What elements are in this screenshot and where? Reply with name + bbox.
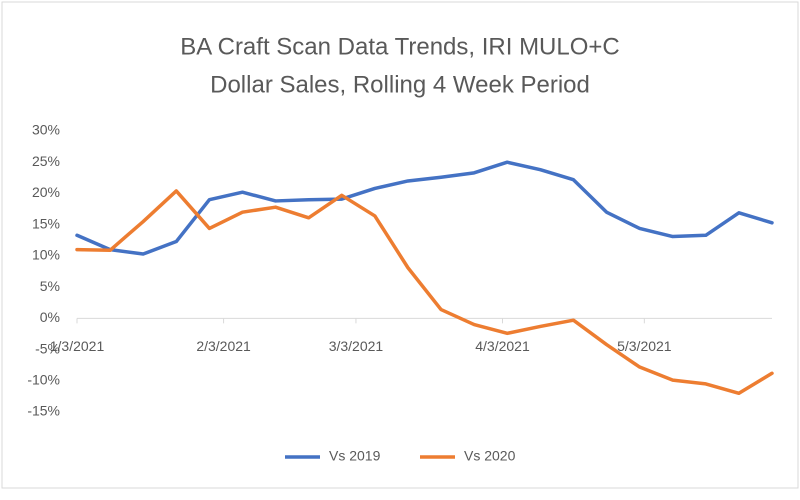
y-tick-label: 15% bbox=[32, 215, 60, 231]
x-tick-label: 4/3/2021 bbox=[475, 338, 530, 354]
y-tick-label: 5% bbox=[40, 278, 60, 294]
y-tick-label: 0% bbox=[40, 309, 60, 325]
chart-title: BA Craft Scan Data Trends, IRI MULO+C bbox=[180, 33, 620, 60]
y-tick-label: 20% bbox=[32, 184, 60, 200]
chart-title: Dollar Sales, Rolling 4 Week Period bbox=[210, 71, 590, 98]
series-line bbox=[75, 160, 774, 256]
y-tick-label: -10% bbox=[27, 371, 60, 387]
x-tick-label: 1/3/2021 bbox=[50, 338, 105, 354]
y-tick-label: 25% bbox=[32, 153, 60, 169]
x-tick-label: 2/3/2021 bbox=[196, 338, 251, 354]
legend-label: Vs 2019 bbox=[329, 448, 381, 464]
series-line bbox=[75, 189, 774, 396]
y-tick-label: 10% bbox=[32, 247, 60, 263]
x-tick-label: 5/3/2021 bbox=[617, 338, 672, 354]
y-tick-label: 30% bbox=[32, 122, 60, 138]
x-tick-label: 3/3/2021 bbox=[329, 338, 384, 354]
legend-label: Vs 2020 bbox=[464, 448, 516, 464]
chart-border bbox=[1, 1, 799, 489]
y-tick-label: -5% bbox=[35, 340, 60, 356]
y-tick-label: -15% bbox=[27, 403, 60, 419]
